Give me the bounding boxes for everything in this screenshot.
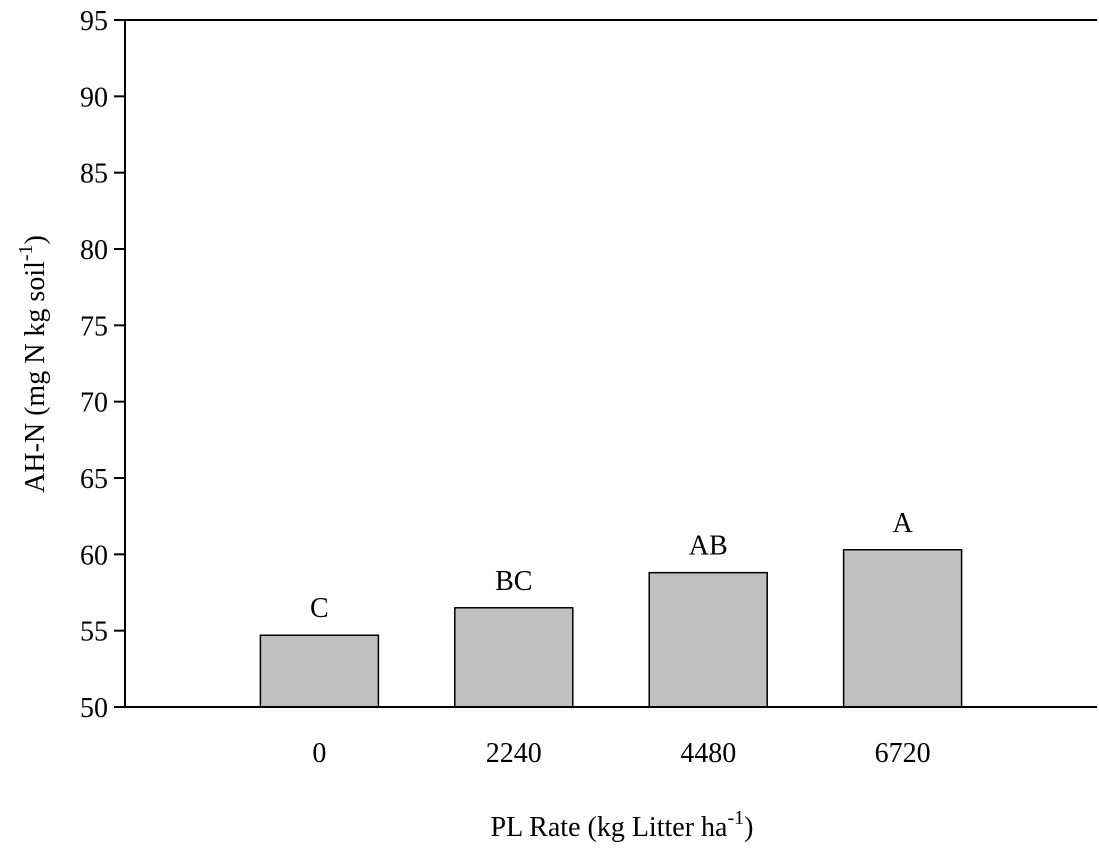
y-axis-title-superscript: -1 bbox=[15, 244, 37, 261]
y-tick-label: 75 bbox=[80, 311, 108, 342]
x-tick-label: 2240 bbox=[486, 738, 542, 769]
y-tick-label: 60 bbox=[80, 540, 108, 571]
bar-data-label: BC bbox=[495, 566, 532, 597]
y-axis-ticks: 50 55 60 65 70 75 80 85 90 95 bbox=[80, 6, 125, 724]
y-axis-title: AH-N (mg N kg soil-1) bbox=[15, 235, 51, 493]
x-axis-ticks: 0 2240 4480 6720 bbox=[312, 738, 930, 769]
bar-data-label: C bbox=[310, 593, 329, 624]
x-axis-title-superscript: -1 bbox=[727, 807, 744, 829]
y-tick-label: 50 bbox=[80, 693, 108, 724]
x-axis-title-suffix: ) bbox=[744, 812, 753, 843]
bar bbox=[648, 571, 768, 708]
x-tick-label: 0 bbox=[312, 738, 326, 769]
y-tick-label: 95 bbox=[80, 6, 108, 37]
y-tick-label: 55 bbox=[80, 617, 108, 648]
x-tick-label: 6720 bbox=[875, 738, 931, 769]
bar bbox=[454, 607, 574, 708]
x-axis-title: PL Rate (kg Litter ha-1) bbox=[491, 807, 754, 843]
bar-data-label: AB bbox=[689, 531, 728, 562]
x-tick-label: 4480 bbox=[680, 738, 736, 769]
data-labels: C BC AB A bbox=[310, 508, 913, 624]
bars bbox=[259, 549, 963, 708]
y-tick-label: 70 bbox=[80, 388, 108, 419]
y-axis-title-suffix: ) bbox=[20, 235, 51, 244]
y-axis-title-text: AH-N (mg N kg soil bbox=[20, 261, 51, 493]
bar-data-label: A bbox=[892, 508, 913, 539]
bar bbox=[842, 549, 963, 708]
bar bbox=[259, 634, 380, 708]
axes bbox=[124, 19, 1097, 708]
y-tick-label: 80 bbox=[80, 235, 108, 266]
y-tick-label: 90 bbox=[80, 82, 108, 113]
y-tick-label: 85 bbox=[80, 159, 108, 190]
x-axis-title-text: PL Rate (kg Litter ha bbox=[491, 812, 728, 843]
y-tick-label: 65 bbox=[80, 464, 108, 495]
